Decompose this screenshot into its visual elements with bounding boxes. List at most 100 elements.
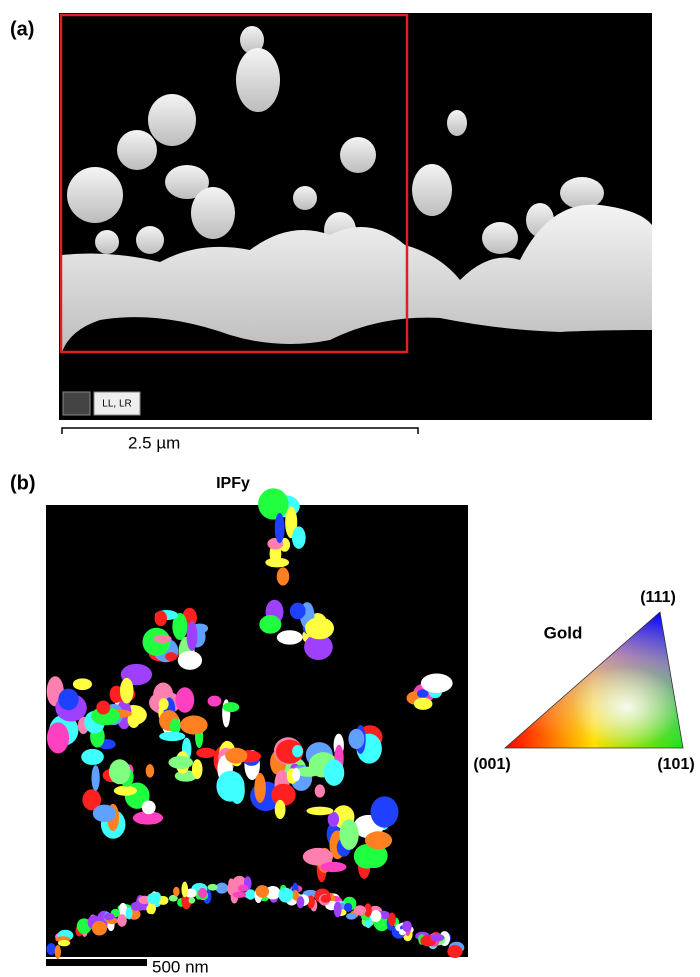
grain	[168, 756, 193, 769]
grain	[165, 652, 177, 661]
grain	[297, 896, 305, 908]
grain	[192, 759, 203, 779]
grain	[245, 889, 255, 900]
grain	[198, 888, 207, 899]
particle	[191, 187, 235, 239]
grain	[290, 603, 306, 620]
grain	[132, 666, 149, 678]
scale-bar-label: 500 nm	[152, 957, 209, 976]
grain	[181, 882, 188, 898]
particle	[293, 186, 317, 210]
panel-label: (b)	[10, 472, 36, 494]
grain	[254, 773, 266, 803]
grain	[292, 768, 300, 781]
grain	[259, 615, 281, 634]
grain	[421, 673, 453, 692]
scale-bar	[46, 959, 147, 966]
grain	[324, 760, 344, 786]
particle	[117, 130, 157, 170]
grain	[348, 729, 364, 749]
panel-label: (a)	[10, 18, 34, 40]
grain	[58, 940, 70, 947]
grain	[96, 701, 110, 715]
grain	[91, 765, 99, 791]
grain	[142, 800, 156, 814]
particle	[412, 164, 452, 216]
map-title: IPFy	[216, 475, 250, 492]
ipf-key-white	[505, 612, 683, 748]
particle	[67, 167, 123, 223]
grain	[147, 893, 161, 905]
grain	[275, 513, 285, 543]
grain	[58, 689, 79, 711]
grain	[93, 805, 116, 823]
toolbar-text: LL, LR	[102, 399, 131, 410]
grain	[402, 921, 412, 932]
grain	[159, 731, 185, 741]
particle	[482, 222, 518, 254]
grain	[173, 887, 180, 897]
key-label: (111)	[640, 589, 676, 606]
grain	[109, 759, 131, 784]
grain	[292, 526, 306, 548]
grain	[73, 678, 92, 690]
grain	[146, 905, 153, 915]
particle	[95, 230, 119, 254]
grain	[175, 687, 194, 712]
grain	[159, 698, 169, 710]
grain	[188, 897, 195, 903]
grain	[275, 800, 286, 819]
grain	[225, 748, 247, 764]
grain	[321, 895, 332, 903]
grain	[346, 913, 357, 920]
grain	[196, 748, 216, 758]
key-label: (001)	[473, 756, 510, 773]
grain	[120, 678, 134, 704]
grain	[154, 635, 172, 643]
grain	[328, 812, 339, 827]
grain	[155, 611, 167, 626]
grain	[315, 784, 325, 797]
figure: (a) LL, LR 2.5 µm (b) IPFy 500 nm (111) …	[0, 0, 700, 977]
key-label: (101)	[657, 756, 694, 773]
grain	[146, 764, 155, 777]
grain	[334, 902, 342, 918]
grain	[292, 745, 303, 757]
grain	[46, 943, 56, 955]
grain	[104, 913, 115, 920]
grain	[178, 651, 202, 670]
grain	[55, 945, 61, 959]
particle	[148, 94, 196, 146]
grain	[216, 771, 244, 802]
grain	[365, 831, 392, 849]
grain	[306, 807, 333, 816]
particle	[340, 137, 376, 173]
particle	[560, 177, 604, 209]
grain	[305, 617, 334, 639]
key-material: Gold	[544, 623, 583, 642]
scale-bar-label: 2.5 µm	[128, 433, 180, 452]
grain	[339, 819, 358, 850]
grain	[278, 888, 293, 903]
grain	[208, 696, 222, 707]
grain	[47, 722, 69, 753]
grain	[114, 786, 137, 796]
grain	[414, 698, 433, 710]
grain	[447, 945, 462, 958]
grain	[370, 910, 381, 922]
grain	[180, 715, 208, 734]
grain	[117, 914, 127, 927]
grain	[92, 921, 107, 936]
particle	[236, 48, 280, 112]
grain	[187, 621, 198, 651]
grain	[354, 905, 366, 915]
grain	[277, 630, 303, 644]
toolbar-icon	[63, 392, 90, 415]
grain	[81, 749, 104, 765]
grain	[208, 884, 218, 891]
particle	[136, 226, 164, 254]
grain	[344, 903, 352, 912]
grain	[238, 885, 248, 892]
grain	[320, 862, 346, 872]
particle	[447, 110, 467, 136]
